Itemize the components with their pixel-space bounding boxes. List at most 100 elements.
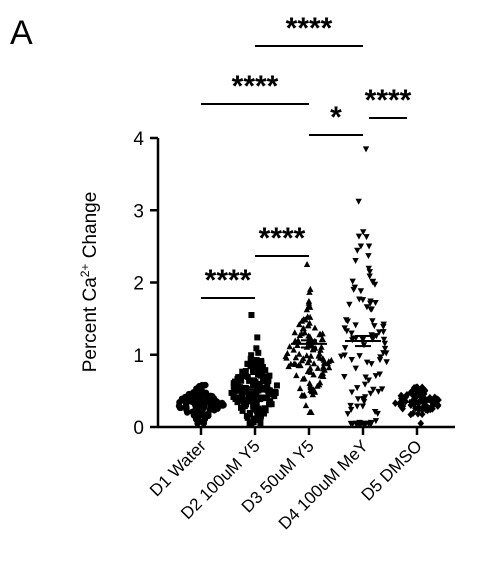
data-point bbox=[300, 355, 307, 362]
data-point bbox=[251, 404, 258, 411]
data-point bbox=[315, 352, 322, 359]
panel-label: A bbox=[10, 14, 33, 52]
data-point bbox=[295, 350, 303, 357]
data-point bbox=[238, 404, 245, 411]
data-point bbox=[298, 317, 306, 324]
data-point bbox=[282, 353, 289, 360]
data-point bbox=[306, 303, 314, 310]
data-point bbox=[418, 406, 426, 414]
data-point bbox=[381, 340, 389, 347]
data-point bbox=[337, 353, 345, 360]
data-point bbox=[376, 371, 383, 378]
mean-bars bbox=[183, 334, 435, 406]
data-point bbox=[193, 385, 200, 392]
significance-label: **** bbox=[205, 264, 252, 297]
data-point bbox=[417, 419, 425, 428]
data-point bbox=[247, 395, 254, 402]
data-point bbox=[352, 322, 359, 329]
data-point bbox=[309, 391, 316, 398]
data-point bbox=[296, 321, 303, 328]
data-point bbox=[264, 394, 271, 401]
data-point bbox=[369, 278, 377, 285]
data-point bbox=[261, 405, 268, 412]
data-point bbox=[347, 402, 354, 409]
data-point bbox=[260, 410, 267, 417]
data-point bbox=[372, 373, 380, 380]
data-point bbox=[372, 418, 380, 425]
data-point bbox=[325, 364, 333, 371]
data-point bbox=[179, 397, 186, 404]
data-point bbox=[409, 409, 417, 418]
data-point bbox=[235, 387, 242, 394]
data-point bbox=[286, 343, 293, 350]
data-point bbox=[381, 345, 389, 352]
data-point bbox=[253, 345, 260, 352]
data-point bbox=[290, 346, 297, 353]
data-point bbox=[299, 375, 307, 382]
data-point bbox=[250, 369, 257, 376]
significance-label: **** bbox=[286, 12, 333, 45]
data-point bbox=[250, 382, 257, 389]
data-point bbox=[380, 323, 387, 330]
data-point bbox=[371, 409, 379, 416]
data-point bbox=[369, 318, 376, 325]
data-point bbox=[367, 298, 374, 305]
data-point bbox=[248, 352, 255, 359]
data-point bbox=[355, 233, 363, 240]
data-point bbox=[320, 359, 328, 366]
data-point bbox=[414, 404, 422, 413]
data-point bbox=[306, 313, 314, 320]
data-point bbox=[216, 400, 223, 407]
data-point bbox=[304, 368, 312, 375]
data-point bbox=[294, 341, 301, 348]
data-point bbox=[305, 322, 312, 329]
data-point bbox=[238, 395, 245, 402]
data-point bbox=[316, 330, 324, 337]
data-point bbox=[243, 397, 250, 404]
data-point bbox=[244, 360, 251, 367]
data-point bbox=[314, 364, 322, 371]
data-point bbox=[201, 393, 208, 401]
data-point bbox=[350, 286, 357, 293]
data-point bbox=[373, 333, 380, 340]
data-point bbox=[256, 416, 263, 423]
data-point bbox=[243, 413, 250, 420]
significance-label: **** bbox=[232, 70, 279, 103]
data-point bbox=[311, 324, 319, 331]
data-point bbox=[363, 359, 371, 366]
data-point bbox=[295, 362, 302, 369]
significance-label: **** bbox=[259, 222, 306, 255]
data-point bbox=[296, 332, 304, 339]
data-point bbox=[273, 382, 280, 389]
data-point bbox=[307, 386, 314, 393]
data-point bbox=[214, 405, 221, 412]
data-point bbox=[259, 364, 266, 371]
data-point bbox=[365, 265, 372, 272]
data-point bbox=[365, 253, 372, 260]
data-point bbox=[255, 349, 262, 356]
data-points bbox=[175, 146, 442, 428]
data-point bbox=[287, 360, 295, 367]
data-point bbox=[378, 386, 386, 393]
data-point bbox=[257, 420, 264, 427]
data-point bbox=[370, 386, 377, 393]
data-point bbox=[346, 301, 353, 308]
data-point bbox=[348, 330, 355, 337]
data-point bbox=[244, 373, 251, 380]
data-point bbox=[291, 329, 298, 336]
data-point bbox=[269, 388, 276, 395]
data-point bbox=[258, 357, 265, 364]
data-point bbox=[299, 325, 307, 332]
data-point bbox=[359, 229, 367, 236]
y-tick-label: 1 bbox=[133, 346, 144, 367]
data-point bbox=[414, 410, 422, 418]
data-point bbox=[316, 379, 324, 386]
y-axis-title-tail: Change bbox=[80, 192, 101, 264]
data-point bbox=[249, 377, 256, 384]
data-point bbox=[365, 377, 372, 384]
data-point bbox=[368, 332, 375, 339]
data-point bbox=[392, 399, 399, 408]
data-point bbox=[355, 198, 362, 205]
data-point bbox=[413, 390, 421, 398]
